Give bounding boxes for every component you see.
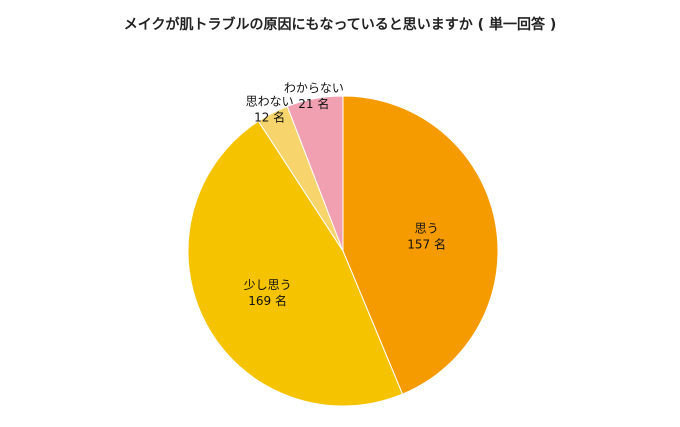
slice-value-2: 169 名 (248, 293, 287, 308)
slice-label-3: 思わない (246, 94, 294, 108)
slice-label-4: わからない (284, 81, 344, 95)
slice-value-4: 21 名 (298, 96, 329, 111)
pie-slice-2 (187, 120, 404, 407)
slice-label-2: 少し思う (244, 278, 292, 292)
slice-value-1: 157 名 (407, 236, 446, 251)
pie-slice-4 (286, 95, 344, 252)
pie-slice-1 (342, 95, 499, 395)
chart-title: メイクが肌トラブルの原因にもなっていると思いますか ( 単一回答 ) (123, 17, 557, 33)
pie-slices (187, 95, 499, 407)
slice-label-1: 思う (415, 221, 439, 235)
slice-value-3: 12 名 (254, 109, 285, 124)
